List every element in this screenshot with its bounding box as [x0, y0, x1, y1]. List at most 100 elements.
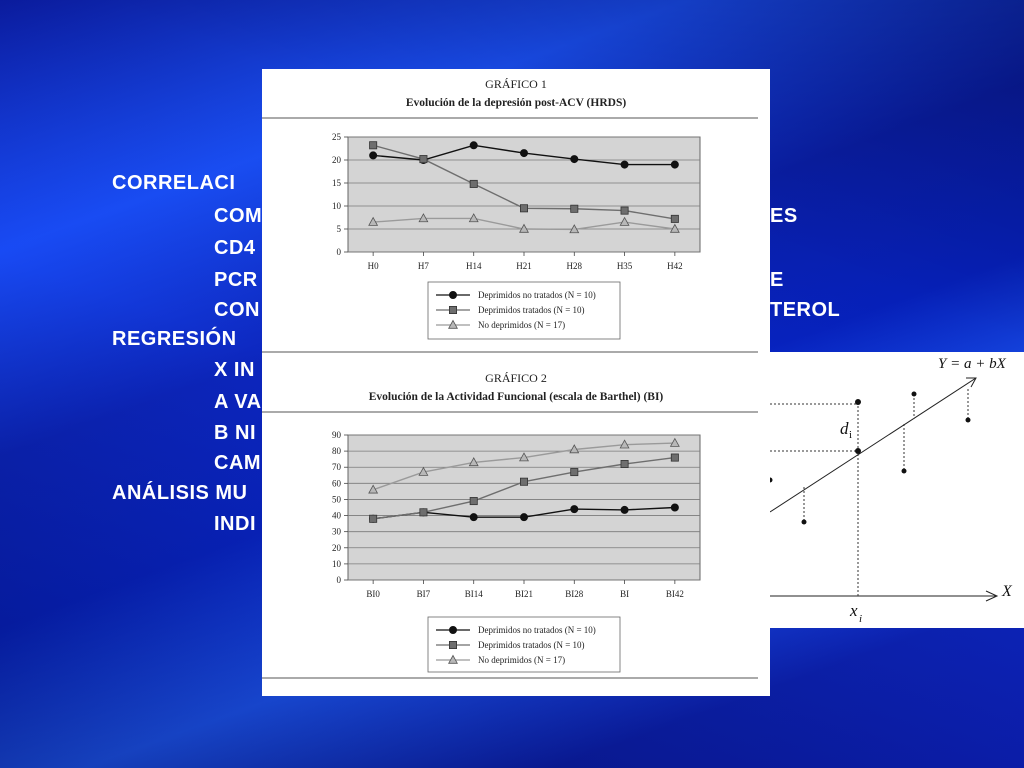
- y-tick-label: 20: [332, 543, 342, 553]
- data-point: [669, 437, 680, 447]
- legend-label: Deprimidos no tratados (N = 10): [478, 625, 596, 635]
- y-tick-label: 80: [332, 446, 342, 456]
- y-tick-label: 70: [332, 462, 342, 472]
- x-axis-arrowhead: [985, 590, 999, 602]
- x-tick-label: BI: [620, 589, 629, 599]
- data-point: [519, 204, 528, 213]
- y-tick-label: 0: [337, 575, 342, 585]
- data-point: [469, 179, 478, 188]
- regression-line: [770, 377, 977, 513]
- y-tick-label: 40: [332, 511, 342, 521]
- x-tick-label: H0: [368, 261, 379, 271]
- xi-subscript: i: [859, 613, 862, 625]
- chart1-label: GRÁFICO 1: [485, 77, 547, 91]
- data-point: [911, 391, 917, 397]
- regression-diagram: X Y = a + bX d i x i: [770, 352, 1024, 628]
- outline-line: PCR: [214, 269, 258, 291]
- y-tick-label: 20: [332, 155, 342, 165]
- charts-document: GRÁFICO 1 Evolución de la depresión post…: [262, 69, 770, 696]
- data-point: [570, 468, 579, 477]
- data-point: [418, 466, 429, 476]
- x-tick-label: H14: [466, 261, 482, 271]
- data-point: [801, 519, 807, 525]
- data-point: [670, 160, 679, 169]
- data-point: [569, 224, 580, 234]
- xi-label: x: [849, 601, 858, 620]
- data-point: [519, 477, 528, 486]
- outline-line: INDI: [214, 513, 256, 535]
- y-tick-label: 0: [337, 247, 342, 257]
- data-point: [855, 399, 861, 405]
- data-point: [620, 206, 629, 215]
- data-point: [369, 151, 378, 160]
- x-tick-label: BI28: [565, 589, 584, 599]
- data-point: [669, 223, 680, 233]
- data-point: [619, 216, 630, 226]
- chart1-legend: Deprimidos no tratados (N = 10) Deprimido…: [427, 281, 621, 340]
- legend-marker: [448, 305, 457, 314]
- data-point: [570, 155, 579, 164]
- outline-line: CON: [214, 299, 260, 321]
- data-point: [965, 417, 971, 423]
- legend-label: Deprimidos tratados (N = 10): [478, 640, 585, 650]
- legend-marker: [448, 290, 457, 299]
- data-point: [468, 213, 479, 223]
- y-tick-label: 10: [332, 201, 342, 211]
- x-tick-label: H35: [617, 261, 633, 271]
- data-point: [418, 213, 429, 223]
- data-point: [469, 497, 478, 506]
- y-tick-label: 10: [332, 559, 342, 569]
- outline-line-tail: ES: [770, 205, 798, 227]
- regression-equation: Y = a + bX: [938, 356, 1007, 372]
- data-point: [855, 448, 861, 454]
- outline-line: X IN: [214, 359, 255, 381]
- chart1-title: Evolución de la depresión post-ACV (HRDS…: [406, 97, 627, 109]
- outline-line: B NI: [214, 422, 256, 444]
- data-point: [570, 505, 579, 514]
- y-tick-label: 60: [332, 478, 342, 488]
- regression-arrowhead: [966, 377, 977, 388]
- outline-line: COM: [214, 205, 263, 227]
- chart2-plot: 0 10 20 30 40 50 60 70 80 90 BI0 BI7 BI14 BI21 BI28 BI B…: [332, 430, 701, 599]
- legend-marker: [448, 626, 457, 635]
- data-point: [569, 444, 580, 454]
- legend-label: Deprimidos no tratados (N = 10): [478, 290, 596, 300]
- regression-svg: X Y = a + bX d i x i: [770, 356, 1013, 625]
- x-tick-label: H28: [567, 261, 583, 271]
- data-point: [570, 204, 579, 213]
- outline-line: CORRELACI: [112, 172, 236, 194]
- outline-line: CD4: [214, 237, 256, 259]
- data-point: [519, 223, 529, 233]
- data-point: [670, 214, 679, 223]
- data-point: [620, 459, 629, 468]
- data-point: [620, 160, 629, 169]
- data-point: [519, 452, 529, 462]
- x-tick-label: BI14: [465, 589, 484, 599]
- chart2-title: Evolución de la Actividad Funcional (esc…: [369, 391, 664, 403]
- legend-label: Deprimidos tratados (N = 10): [478, 305, 585, 315]
- x-tick-label: H7: [418, 261, 429, 271]
- legend-label: No deprimidos (N = 17): [478, 655, 565, 665]
- y-tick-label: 15: [332, 178, 342, 188]
- legend-label: No deprimidos (N = 17): [478, 320, 565, 330]
- legend-marker: [448, 319, 458, 329]
- data-point: [469, 141, 478, 150]
- data-point: [670, 453, 679, 462]
- chart1-plot: 0 5 10 15 20 25 H0 H7 H14 H21 H28 H35 H42: [332, 132, 701, 271]
- x-tick-label: BI7: [417, 589, 431, 599]
- x-tick-label: BI42: [666, 589, 684, 599]
- data-point: [619, 439, 630, 449]
- legend-marker: [448, 654, 458, 664]
- data-point: [419, 155, 428, 164]
- outline-line: REGRESIÓN: [112, 328, 237, 350]
- y-tick-label: 50: [332, 494, 342, 504]
- x-tick-label: H42: [667, 261, 683, 271]
- data-point: [368, 216, 379, 226]
- d-subscript: i: [849, 429, 852, 441]
- outline-line: CAM: [214, 452, 262, 474]
- data-point: [369, 141, 378, 150]
- data-point: [468, 457, 479, 467]
- y-tick-label: 25: [332, 132, 342, 142]
- data-point: [519, 149, 528, 158]
